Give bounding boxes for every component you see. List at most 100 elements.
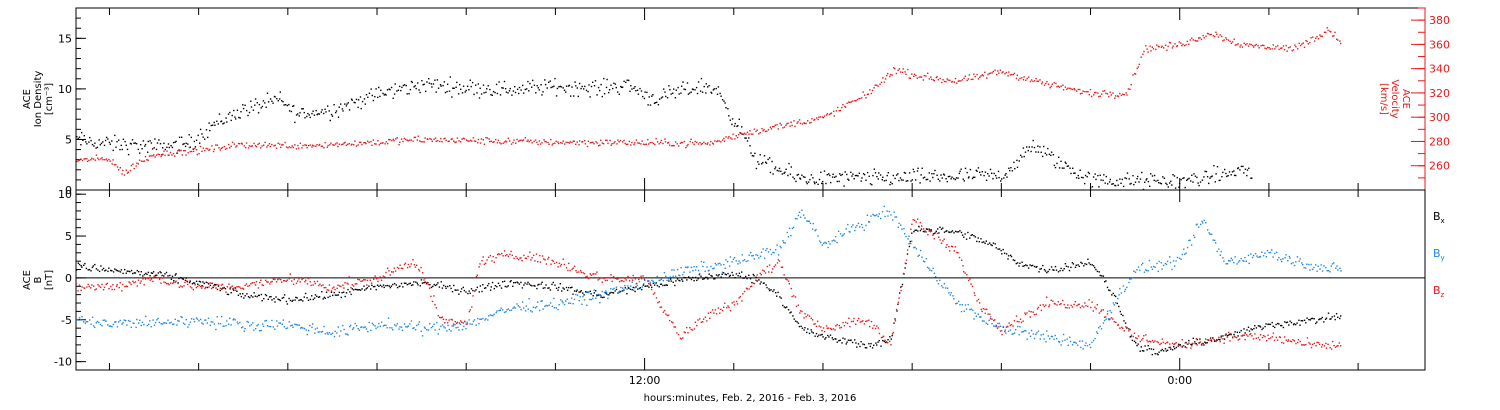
data-point xyxy=(233,143,235,145)
data-point xyxy=(447,285,449,288)
data-point xyxy=(1130,278,1132,280)
data-point xyxy=(330,113,333,116)
data-point xyxy=(514,281,517,284)
data-point xyxy=(592,297,594,300)
data-point xyxy=(711,309,714,311)
data-point xyxy=(85,320,87,323)
data-point xyxy=(1074,266,1077,268)
data-point xyxy=(1267,334,1269,336)
data-point xyxy=(443,81,446,83)
data-point xyxy=(1030,150,1032,153)
data-point xyxy=(857,222,860,225)
data-point xyxy=(523,92,525,94)
data-point xyxy=(1233,261,1235,264)
data-point xyxy=(93,285,95,287)
data-point xyxy=(1254,325,1256,327)
data-point xyxy=(1164,44,1167,46)
data-point xyxy=(865,179,867,181)
data-point xyxy=(968,176,970,178)
data-point xyxy=(921,256,923,258)
data-point xyxy=(878,213,880,215)
data-point xyxy=(951,246,954,248)
data-point xyxy=(187,143,189,145)
data-point xyxy=(935,230,937,232)
data-point xyxy=(320,285,323,287)
data-point xyxy=(1212,35,1214,37)
data-point xyxy=(755,279,757,281)
data-point xyxy=(581,141,584,143)
data-point xyxy=(1083,306,1085,308)
data-point xyxy=(231,141,234,144)
data-point xyxy=(173,323,175,325)
data-point xyxy=(409,266,411,268)
data-point xyxy=(340,103,342,105)
data-point xyxy=(1047,335,1049,337)
data-point xyxy=(417,323,420,325)
data-point xyxy=(149,279,151,281)
data-point xyxy=(904,262,906,264)
data-point xyxy=(340,285,342,288)
data-point xyxy=(1337,269,1339,271)
data-point xyxy=(894,318,896,320)
data-point xyxy=(154,321,157,324)
data-point xyxy=(1024,313,1027,316)
data-point xyxy=(628,140,631,143)
data-point xyxy=(577,95,579,98)
data-point xyxy=(884,341,887,344)
data-point xyxy=(524,257,527,259)
data-point xyxy=(566,298,568,300)
data-point xyxy=(672,281,674,283)
data-point xyxy=(819,116,822,118)
data-point xyxy=(420,266,422,269)
data-point xyxy=(1225,37,1227,39)
data-point xyxy=(586,145,589,148)
data-point xyxy=(665,284,667,286)
data-point xyxy=(147,159,149,161)
data-point xyxy=(1226,175,1228,178)
data-point xyxy=(639,287,642,289)
data-point xyxy=(992,70,994,73)
data-point xyxy=(623,80,625,83)
data-point xyxy=(448,90,451,92)
data-point xyxy=(1174,343,1176,345)
data-point xyxy=(841,106,843,109)
data-point xyxy=(454,141,456,144)
data-point xyxy=(708,269,710,272)
data-point xyxy=(1268,251,1270,254)
data-point xyxy=(125,144,127,146)
data-point xyxy=(684,88,687,91)
data-point xyxy=(481,290,483,293)
data-point xyxy=(1250,253,1252,255)
data-point xyxy=(124,285,126,288)
data-point xyxy=(989,318,992,320)
data-point xyxy=(167,319,169,321)
data-point xyxy=(526,283,528,285)
data-point xyxy=(733,125,736,127)
data-point xyxy=(144,278,147,280)
data-point xyxy=(303,296,305,298)
data-point xyxy=(1102,90,1104,92)
data-point xyxy=(1091,264,1093,266)
data-point xyxy=(1329,318,1331,320)
data-point xyxy=(1135,342,1137,344)
data-point xyxy=(1326,270,1328,272)
data-point xyxy=(1190,180,1192,182)
data-point xyxy=(468,89,470,91)
data-point xyxy=(970,283,972,285)
data-point xyxy=(237,142,240,145)
data-point xyxy=(555,307,557,309)
data-point xyxy=(1285,339,1287,341)
data-point xyxy=(642,95,644,98)
data-point xyxy=(517,305,519,307)
data-point xyxy=(515,142,517,144)
data-point xyxy=(95,268,98,270)
data-point xyxy=(1295,323,1297,326)
data-point xyxy=(1087,258,1089,260)
data-point xyxy=(753,258,755,260)
data-point xyxy=(393,140,395,142)
data-point xyxy=(338,335,341,337)
data-point xyxy=(250,145,252,147)
data-point xyxy=(1240,257,1242,260)
data-point xyxy=(1309,41,1311,44)
